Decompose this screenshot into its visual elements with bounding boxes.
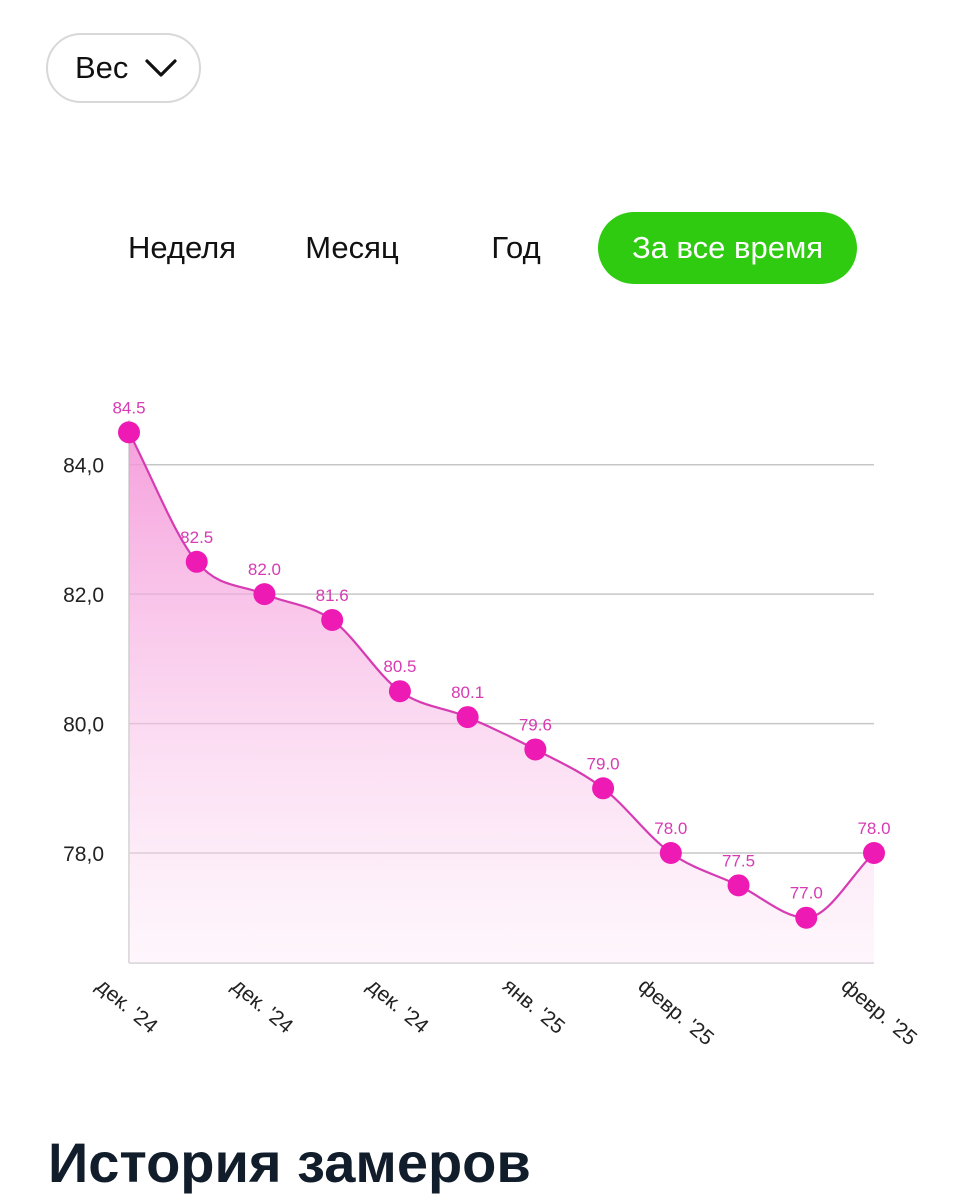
tab-month[interactable]: Месяц [305,230,399,265]
data-point [388,680,411,703]
data-point [524,738,547,761]
data-label: 80.1 [451,683,484,702]
data-label: 81.6 [316,586,349,605]
tab-year[interactable]: Год [491,230,541,265]
period-tabs: Неделя Месяц Год За все время [0,212,955,284]
data-label: 84.5 [112,398,145,417]
series-area-fill [129,432,874,963]
data-label: 77.5 [722,851,755,870]
data-label: 79.6 [519,715,552,734]
data-label: 78.0 [654,819,687,838]
y-tick-label: 84,0 [63,455,104,478]
tab-week[interactable]: Неделя [127,230,237,265]
x-tick-label: февр. '25 [837,974,921,1050]
data-point [185,550,208,573]
x-axis-ticks: дек. '24 дек. '24 дек. '24 янв. '25 февр. '2… [92,974,921,1050]
metric-dropdown[interactable]: Вес [46,33,201,103]
y-axis-ticks: 78,0 80,0 82,0 84,0 [63,455,104,866]
data-point [795,906,818,929]
x-tick-label: дек. '24 [227,974,297,1038]
data-point [321,609,344,632]
data-label: 82.5 [180,528,213,547]
x-tick-label: февр. '25 [634,974,718,1050]
data-point [592,777,615,800]
data-labels: 84.5 82.5 82.0 81.6 80.5 80.1 79.6 79.0 78.0 77.5… [112,398,890,902]
x-tick-label: дек. '24 [363,974,433,1038]
x-tick-label: дек. '24 [92,974,162,1038]
history-title: История замеров [48,1131,531,1194]
data-points [118,421,885,929]
data-label: 82.0 [248,560,281,579]
y-tick-label: 82,0 [63,584,104,607]
data-label: 78.0 [857,819,890,838]
tab-all-time[interactable]: За все время [598,212,857,284]
data-point [659,841,682,864]
weight-chart: 84.5 82.5 82.0 81.6 80.5 80.1 79.6 79.0 78.0 77.5… [63,398,921,1050]
y-tick-label: 80,0 [63,714,104,737]
data-point [863,841,885,864]
x-tick-label: янв. '25 [498,974,569,1039]
metric-dropdown-label: Вес [75,50,129,85]
data-label: 79.0 [587,754,620,773]
data-point [456,706,479,729]
data-point [727,874,750,897]
data-label: 80.5 [383,657,416,676]
chevron-down-icon [145,59,178,77]
data-label: 77.0 [790,884,823,903]
data-point [118,421,140,444]
y-tick-label: 78,0 [63,843,104,866]
data-point [253,583,276,606]
